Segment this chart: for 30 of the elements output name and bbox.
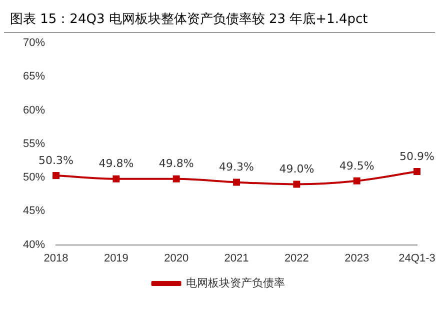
data-label: 50.3% xyxy=(38,154,74,167)
point xyxy=(112,175,120,182)
point xyxy=(293,180,300,188)
x-tick-label: 2018 xyxy=(44,252,68,264)
point xyxy=(233,178,240,186)
y-tick-label: 70% xyxy=(22,37,46,50)
data-label: 49.8% xyxy=(158,157,194,170)
point xyxy=(52,172,60,179)
x-tick-label: 2023 xyxy=(344,252,370,264)
x-tick-label: 2019 xyxy=(104,252,128,264)
y-tick-label: 40% xyxy=(22,238,46,251)
y-tick-label: 65% xyxy=(22,70,46,83)
y-tick-label: 60% xyxy=(22,104,46,116)
x-tick-label: 2020 xyxy=(164,252,189,264)
data-label: 49.3% xyxy=(219,160,254,174)
y-tick-label: 45% xyxy=(22,205,46,218)
legend-label: 电网板块资产负债率 xyxy=(186,276,285,290)
point xyxy=(353,177,360,184)
data-label: 49.5% xyxy=(339,159,374,172)
data-label: 49.8% xyxy=(98,157,134,170)
chart-title: 图表 15：24Q3 电网板块整体资产负债率较 23 年底+1.4pct xyxy=(4,0,435,33)
y-tick-label: 55% xyxy=(22,138,46,150)
x-tick-label: 2021 xyxy=(224,252,249,264)
x-tick-label: 2022 xyxy=(284,252,309,264)
point xyxy=(414,168,420,175)
point xyxy=(172,175,180,182)
data-label: 49.0% xyxy=(279,162,314,176)
data-label: 50.9% xyxy=(400,150,434,163)
x-tick-label: 24Q1-3 xyxy=(398,252,436,264)
y-tick-label: 50% xyxy=(22,172,46,184)
